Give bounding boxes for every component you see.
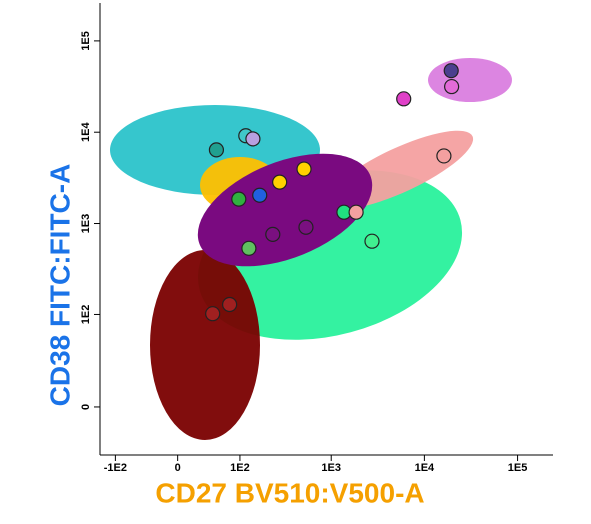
population-centroid	[443, 63, 459, 79]
x-tick-label: 0	[175, 462, 181, 474]
population-centroid	[245, 131, 261, 147]
y-tick-label: 1E3	[80, 214, 92, 234]
population-centroid	[231, 191, 247, 207]
x-axis-title: CD27 BV510:V500-A	[155, 477, 424, 508]
x-tick-label: 1E5	[508, 462, 528, 474]
x-tick-label: 1E4	[415, 462, 435, 474]
cloud	[197, 153, 373, 267]
density-clouds	[110, 58, 512, 440]
x-tick-label: 1E3	[321, 462, 341, 474]
population-centroid	[348, 204, 364, 220]
population-centroid	[272, 174, 288, 190]
y-tick-label: 1E2	[80, 305, 92, 325]
population-centroid	[205, 306, 221, 322]
cloud	[428, 58, 512, 102]
y-tick-label: 0	[80, 404, 92, 410]
y-tick-label: 1E5	[80, 31, 92, 51]
y-axis-title: CD38 FITC:FITC-A	[44, 164, 75, 407]
population-centroid	[444, 78, 460, 95]
population-centroid	[208, 142, 225, 158]
x-tick-label: -1E2	[104, 462, 127, 474]
population-centroid	[298, 219, 314, 235]
x-tick-label: 1E2	[230, 462, 250, 474]
population-centroid	[265, 226, 281, 242]
population-centroid	[396, 91, 412, 107]
population-centroid	[296, 161, 312, 177]
population-centroid	[222, 296, 238, 313]
population-centroid	[436, 148, 452, 164]
population-centroid	[364, 233, 380, 249]
population-centroid	[252, 187, 268, 203]
cloud	[150, 250, 260, 440]
population-centroid	[241, 240, 257, 256]
y-tick-label: 1E4	[80, 122, 92, 142]
